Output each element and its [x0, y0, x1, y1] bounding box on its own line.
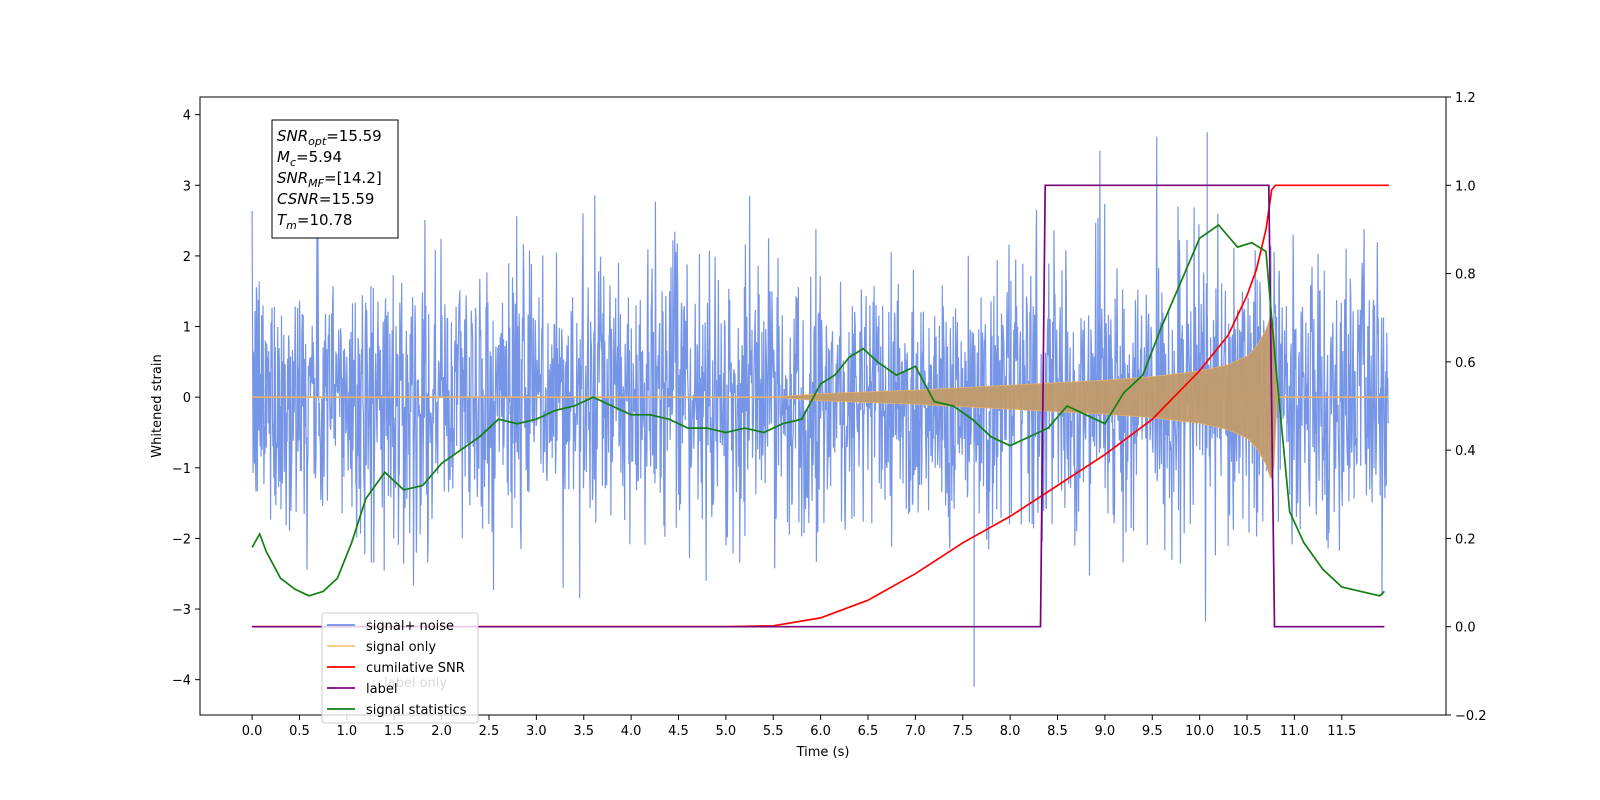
annotation-value: =5.94: [296, 148, 342, 166]
x-tick-label: 11.5: [1327, 724, 1356, 739]
y-right-tick-label: 0.6: [1455, 356, 1476, 371]
y-left-tick-label: −2: [172, 532, 191, 547]
annotation-value: =15.59: [326, 127, 382, 145]
label-line: [252, 184, 1385, 628]
y-left-tick-label: −3: [172, 603, 191, 618]
y-right-tick-label: 0.0: [1455, 621, 1476, 636]
signal-only-chirp: [773, 315, 1278, 479]
x-tick-label: 8.0: [1000, 724, 1021, 739]
annotation-line-mc: Mc=5.94: [277, 148, 342, 169]
cumulative-snr-series: [252, 184, 1390, 628]
legend-entry-label: signal+ noise: [366, 619, 454, 634]
y-left-tick-label: −4: [172, 674, 191, 689]
legend-entry-label: signal statistics: [366, 703, 467, 718]
annotation-symbol: SNR: [277, 169, 308, 187]
x-tick-label: 11.0: [1280, 724, 1309, 739]
plot-frame: [199, 96, 1447, 716]
x-tick-label: 1.5: [384, 724, 405, 739]
y-right-tick-label: 0.2: [1455, 532, 1476, 547]
label-series: [252, 184, 1385, 628]
legend-entry-label: cumilative SNR: [366, 661, 465, 676]
signal-statistics-line: [251, 223, 1385, 597]
signal-noise-line: [251, 132, 1389, 687]
x-tick-label: 3.0: [526, 724, 547, 739]
y-left-tick-label: 3: [183, 179, 191, 194]
annotation-line-snr-opt: SNRopt=15.59: [277, 127, 382, 148]
axes-frame: [199, 96, 1447, 716]
x-tick-label: 2.5: [479, 724, 500, 739]
x-tick-label: 9.0: [1095, 724, 1116, 739]
annotation-value: =10.78: [297, 211, 353, 229]
annotation-line-tm: Tm=10.78: [277, 211, 352, 232]
annotation-symbol: SNR: [277, 127, 308, 145]
cumulative-snr-line: [252, 184, 1390, 628]
y-right-tick-label: 0.4: [1455, 444, 1476, 459]
legend-frame: [321, 612, 479, 724]
x-tick-label: 10.5: [1233, 724, 1262, 739]
x-tick-label: 10.0: [1185, 724, 1214, 739]
annotation-value: =[14.2]: [324, 169, 382, 187]
y-right-tick-label: 1.2: [1455, 91, 1476, 106]
x-tick-label: 4.0: [621, 724, 642, 739]
x-axis-label: Time (s): [796, 745, 850, 760]
legend-overlap-text: label only: [384, 676, 447, 691]
y-right-tick-label: 1.0: [1455, 179, 1476, 194]
annotation-subscript: MF: [308, 177, 324, 190]
y-left-tick-label: 2: [183, 250, 191, 265]
annotation-line-snr-mf: SNRMF=[14.2]: [277, 169, 382, 190]
annotation-subscript: opt: [308, 135, 327, 148]
annotation-box: SNRopt=15.59Mc=5.94SNRMF=[14.2]CSNR=15.5…: [271, 119, 399, 239]
y-left-tick-label: −1: [172, 462, 191, 477]
signal-noise-series: [251, 132, 1389, 687]
legend: label only signal+ noise signal only cumila…: [321, 612, 479, 724]
annotation-symbol: CSNR: [277, 190, 319, 208]
x-tick-label: 8.5: [1047, 724, 1068, 739]
y-right-tick-label: −0.2: [1455, 709, 1487, 724]
y-left-tick-label: 0: [183, 391, 191, 406]
axes: 0.0 0.5 1.0 1.5 2.0 2.5 3.0 3.5 4.0 4.5 5.0 5.5 6.0 6…: [150, 91, 1487, 760]
legend-entry-label: label: [366, 682, 397, 697]
y-axis-label: Whitened strain: [150, 354, 165, 457]
x-tick-label: 9.5: [1142, 724, 1163, 739]
annotation-subscript: c: [290, 156, 296, 169]
annotation-subscript: m: [286, 219, 297, 232]
x-tick-label: 7.0: [905, 724, 926, 739]
x-tick-label: 2.0: [431, 724, 452, 739]
signal-only-series: [252, 315, 1389, 479]
x-tick-label: 0.5: [289, 724, 310, 739]
annotation-symbol: T: [277, 211, 288, 229]
y-left-tick-label: 4: [183, 109, 191, 124]
annotation-symbol: M: [277, 148, 290, 166]
x-tick-label: 4.5: [668, 724, 689, 739]
x-tick-label: 6.0: [810, 724, 831, 739]
x-tick-label: 5.5: [763, 724, 784, 739]
x-tick-label: 3.5: [573, 724, 594, 739]
legend-entry-label: signal only: [366, 640, 436, 655]
x-tick-label: 7.5: [952, 724, 973, 739]
annotation-line-csnr: CSNR=15.59: [277, 190, 374, 208]
x-tick-label: 0.0: [242, 724, 263, 739]
y-left-tick-label: 1: [183, 321, 191, 336]
x-tick-label: 6.5: [858, 724, 879, 739]
annotation-value: =15.59: [319, 190, 375, 208]
signal-statistics-series: [251, 223, 1385, 597]
annotation-frame: [271, 119, 399, 239]
x-tick-label: 5.0: [716, 724, 737, 739]
x-tick-label: 1.0: [337, 724, 358, 739]
y-right-tick-label: 0.8: [1455, 268, 1476, 283]
